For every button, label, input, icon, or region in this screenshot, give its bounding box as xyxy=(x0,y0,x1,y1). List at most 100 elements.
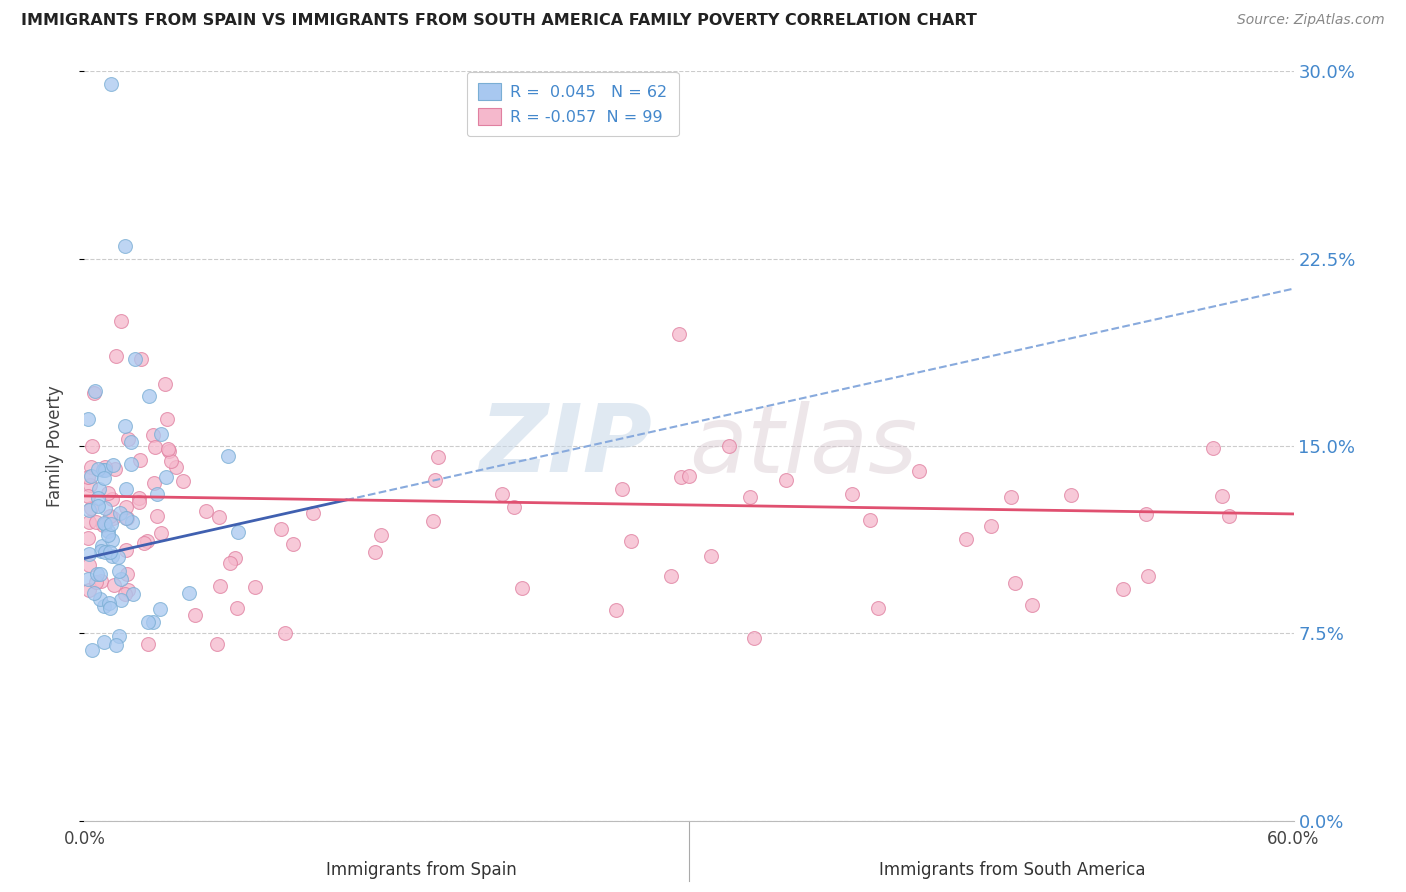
Point xyxy=(142,427,165,442)
Point xyxy=(83,384,105,398)
Point xyxy=(115,482,138,496)
Point xyxy=(103,578,125,592)
Point xyxy=(146,487,169,501)
Point xyxy=(153,376,176,391)
Point xyxy=(146,508,169,523)
Point xyxy=(668,326,690,341)
Point xyxy=(94,500,117,515)
Point xyxy=(89,592,111,607)
Point xyxy=(700,549,723,563)
Point xyxy=(101,533,124,548)
Point xyxy=(97,486,120,500)
Point xyxy=(91,517,114,532)
Point xyxy=(740,490,762,504)
Point xyxy=(866,601,889,615)
Point xyxy=(110,593,132,607)
Point xyxy=(77,531,100,545)
Point xyxy=(84,575,107,590)
Text: atlas: atlas xyxy=(689,401,917,491)
Point xyxy=(115,500,138,515)
Point xyxy=(87,482,110,496)
Point xyxy=(149,601,172,615)
Point xyxy=(79,478,101,492)
Point xyxy=(605,602,627,616)
Point xyxy=(157,444,180,458)
Point xyxy=(143,440,166,454)
Point xyxy=(117,582,139,597)
Point xyxy=(107,549,129,564)
Point xyxy=(149,426,172,441)
Point xyxy=(83,586,105,600)
Point xyxy=(91,462,114,476)
Point xyxy=(143,476,166,491)
Point xyxy=(110,573,132,587)
Point xyxy=(80,501,103,516)
Point xyxy=(717,438,740,452)
Point xyxy=(98,509,121,524)
Point xyxy=(138,389,160,403)
Point xyxy=(669,470,692,484)
Point xyxy=(183,607,205,622)
Point xyxy=(89,566,111,581)
Point xyxy=(83,385,105,400)
Y-axis label: Family Poverty: Family Poverty xyxy=(45,385,63,507)
Point xyxy=(423,473,446,487)
Point xyxy=(77,572,100,586)
Point xyxy=(135,533,157,548)
Point xyxy=(101,458,124,472)
Point xyxy=(370,528,392,542)
Point xyxy=(77,582,100,597)
Point xyxy=(94,460,117,475)
Point xyxy=(114,586,136,600)
Point xyxy=(77,558,100,572)
Point xyxy=(1000,490,1022,504)
Point xyxy=(90,574,112,589)
Point xyxy=(77,489,100,503)
Point xyxy=(105,349,128,363)
Point xyxy=(955,532,977,546)
Point xyxy=(620,533,643,548)
Point xyxy=(107,564,129,578)
Point xyxy=(205,637,228,651)
Point xyxy=(80,643,103,657)
Point xyxy=(1004,576,1026,591)
Point xyxy=(93,471,115,485)
Point xyxy=(86,566,108,581)
Point xyxy=(101,492,124,507)
Point xyxy=(94,517,117,532)
Point xyxy=(243,580,266,594)
Point xyxy=(80,439,103,453)
Point xyxy=(128,491,150,506)
Text: Immigrants from South America: Immigrants from South America xyxy=(879,861,1146,879)
Point xyxy=(1021,598,1043,612)
Point xyxy=(86,499,108,513)
Point xyxy=(225,600,247,615)
Point xyxy=(980,519,1002,533)
Point xyxy=(93,516,115,531)
Point xyxy=(678,468,700,483)
Point xyxy=(301,506,323,520)
Point xyxy=(80,469,103,483)
Point xyxy=(80,460,103,475)
Point xyxy=(93,635,115,649)
Point xyxy=(129,351,152,366)
Point xyxy=(97,524,120,538)
Point xyxy=(115,543,138,558)
Point xyxy=(364,544,387,558)
Point xyxy=(107,629,129,643)
Point xyxy=(120,458,142,472)
Point xyxy=(281,537,304,551)
Point xyxy=(422,515,444,529)
Point xyxy=(93,599,115,614)
Point xyxy=(98,601,121,615)
Point xyxy=(134,536,156,550)
Point xyxy=(208,579,231,593)
Point xyxy=(1211,489,1233,503)
Point xyxy=(149,525,172,540)
Point xyxy=(157,442,180,456)
Point xyxy=(100,77,122,91)
Point xyxy=(114,418,136,433)
Point xyxy=(775,473,797,487)
Point xyxy=(77,516,100,530)
Point xyxy=(91,539,114,553)
